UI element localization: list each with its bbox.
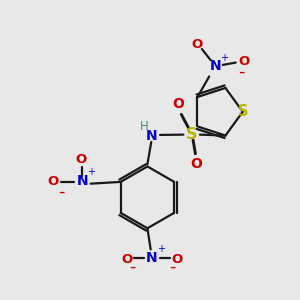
Text: N: N (146, 128, 158, 142)
Text: O: O (172, 97, 184, 111)
Text: O: O (171, 253, 182, 266)
Text: S: S (238, 104, 248, 119)
Text: -: - (129, 258, 135, 276)
Text: -: - (169, 258, 175, 276)
Text: O: O (75, 153, 86, 166)
Text: S: S (186, 127, 197, 142)
Text: O: O (238, 55, 250, 68)
Text: N: N (76, 174, 88, 188)
Text: N: N (209, 59, 221, 73)
Text: O: O (190, 158, 202, 171)
Text: +: + (87, 167, 94, 178)
Text: -: - (238, 62, 244, 80)
Text: H: H (140, 120, 149, 133)
Text: O: O (121, 253, 132, 266)
Text: N: N (146, 251, 158, 265)
Text: O: O (192, 38, 203, 50)
Text: O: O (47, 175, 58, 188)
Text: +: + (220, 53, 228, 63)
Text: -: - (58, 182, 64, 200)
Text: +: + (157, 244, 165, 254)
